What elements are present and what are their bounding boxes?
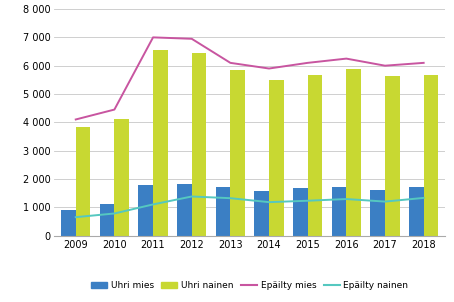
Bar [293, 188, 308, 236]
Bar [76, 127, 90, 236]
Bar [254, 191, 269, 236]
Bar [269, 80, 284, 236]
Bar [370, 190, 385, 236]
Bar [216, 187, 230, 236]
Bar [409, 187, 424, 236]
Bar [308, 75, 322, 236]
Bar [100, 204, 114, 236]
Bar [61, 210, 76, 236]
Bar [332, 187, 346, 236]
Bar [346, 69, 361, 236]
Bar [114, 120, 129, 236]
Bar [385, 76, 400, 236]
Bar [424, 75, 439, 236]
Bar [177, 184, 192, 236]
Bar [230, 70, 245, 236]
Legend: Uhri mies, Uhri nainen, Epäilty mies, Epäilty nainen: Uhri mies, Uhri nainen, Epäilty mies, Ep… [91, 281, 409, 290]
Bar [153, 50, 168, 236]
Bar [192, 53, 207, 236]
Bar [138, 185, 153, 236]
